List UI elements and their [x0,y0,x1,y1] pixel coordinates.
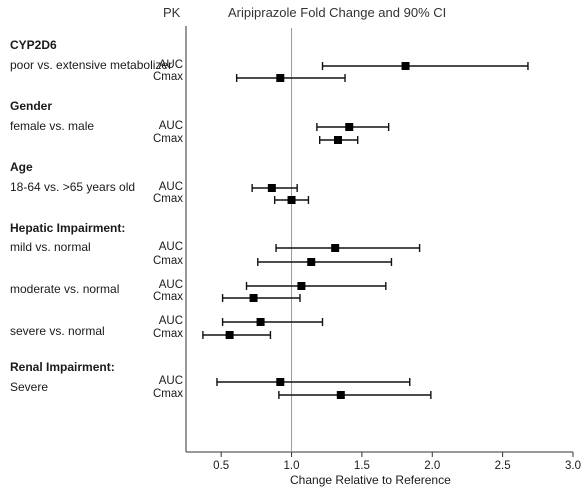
point-estimate-marker [331,244,340,252]
group-title: Hepatic Impairment: [10,221,126,235]
comparison-label: 18-64 vs. >65 years old [10,180,136,194]
comparison-label: severe vs. normal [10,324,105,338]
pk-metric-label: Cmax [152,328,183,340]
pk-metric-label: AUC [158,120,183,132]
x-tick-label: 1.0 [284,460,300,472]
comparison-label: poor vs. extensive metabolizer [10,58,173,72]
point-estimate-marker [249,294,258,302]
x-tick-label: 3.0 [565,460,581,472]
pk-metric-label: Cmax [152,255,183,267]
comparison-label: mild vs. normal [10,240,91,254]
point-estimate-marker [333,136,342,144]
pk-metric-label: Cmax [152,133,183,145]
comparison-label: Severe [10,380,49,394]
point-estimate-marker [307,258,316,266]
point-estimate-marker [297,282,306,290]
point-estimate-marker [256,318,265,326]
chart-title: Aripiprazole Fold Change and 90% CI [228,5,447,20]
x-tick-label: 0.5 [213,460,229,472]
comparison-label: moderate vs. normal [10,282,120,296]
point-estimate-marker [276,74,285,82]
point-estimate-marker [276,378,285,386]
pk-metric-label: AUC [158,279,183,291]
point-estimate-marker [225,331,234,339]
point-estimate-marker [345,123,354,131]
point-estimate-marker [336,391,345,399]
pk-metric-label: AUC [158,375,183,387]
x-tick-label: 1.5 [354,460,370,472]
group-title: Age [10,160,33,174]
pk-metric-label: Cmax [152,193,183,205]
pk-metric-label: AUC [158,59,183,71]
point-estimate-marker [267,184,276,192]
group-title: Gender [10,99,53,113]
x-tick-label: 2.5 [495,460,511,472]
group-title: CYP2D6 [10,38,57,52]
pk-metric-label: AUC [158,315,183,327]
point-estimate-marker [287,196,296,204]
pk-metric-label: Cmax [152,388,183,400]
x-tick-label: 2.0 [424,460,440,472]
comparison-label: female vs. male [10,119,95,133]
pk-metric-label: Cmax [152,291,183,303]
group-title: Renal Impairment: [10,360,115,374]
pk-metric-label: AUC [158,241,183,253]
pk-metric-label: Cmax [152,71,183,83]
pk-metric-label: AUC [158,181,183,193]
x-axis-label: Change Relative to Reference [290,473,451,487]
pk-header: PK [163,5,181,20]
point-estimate-marker [401,62,410,70]
